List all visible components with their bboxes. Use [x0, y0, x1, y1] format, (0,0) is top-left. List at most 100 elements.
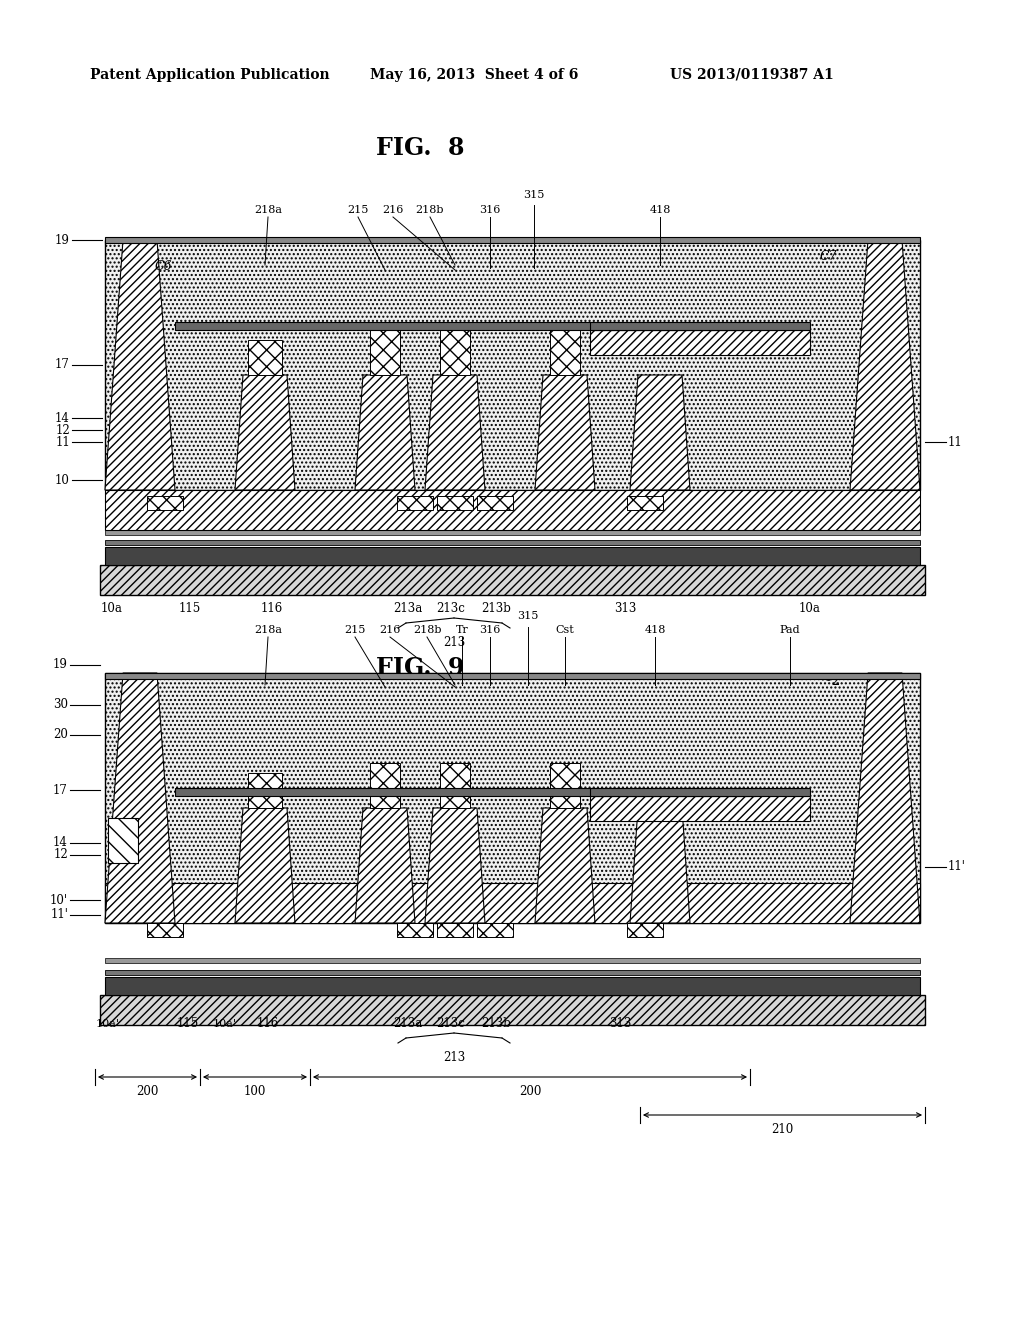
Bar — [105, 490, 920, 531]
Text: 17: 17 — [55, 359, 70, 371]
Polygon shape — [850, 673, 920, 923]
Polygon shape — [630, 375, 690, 490]
Polygon shape — [425, 375, 485, 490]
Bar — [437, 923, 473, 937]
Bar — [443, 323, 467, 330]
Text: 213: 213 — [442, 1051, 465, 1064]
Text: 213c: 213c — [436, 1016, 466, 1030]
Text: 14: 14 — [53, 837, 68, 850]
Polygon shape — [105, 240, 175, 490]
Bar — [627, 923, 663, 937]
Bar — [550, 330, 580, 375]
Text: 11: 11 — [55, 436, 70, 449]
Bar — [553, 323, 577, 330]
Text: 213a: 213a — [393, 1016, 423, 1030]
Bar — [105, 238, 920, 243]
Text: 30: 30 — [53, 698, 68, 711]
Text: 10a': 10a' — [96, 1019, 120, 1030]
Text: 216: 216 — [382, 205, 403, 215]
Text: US 2013/0119387 A1: US 2013/0119387 A1 — [670, 69, 834, 82]
Bar — [550, 763, 580, 808]
Polygon shape — [105, 673, 175, 923]
Text: 213b: 213b — [481, 1016, 511, 1030]
Text: 213c: 213c — [436, 602, 466, 615]
Text: 10a: 10a — [101, 602, 123, 615]
Polygon shape — [234, 808, 295, 923]
Text: 116: 116 — [257, 1016, 280, 1030]
Text: FIG.  8: FIG. 8 — [376, 136, 464, 160]
Bar — [373, 323, 397, 330]
Text: May 16, 2013  Sheet 4 of 6: May 16, 2013 Sheet 4 of 6 — [370, 69, 579, 82]
Bar — [248, 341, 282, 375]
Text: 11': 11' — [948, 861, 966, 874]
Text: 200: 200 — [136, 1085, 159, 1098]
Bar — [397, 923, 433, 937]
Text: 213a: 213a — [393, 602, 423, 615]
Polygon shape — [355, 375, 415, 490]
Text: 315: 315 — [517, 611, 539, 620]
Bar — [108, 818, 138, 863]
Bar — [105, 540, 920, 545]
Bar — [397, 496, 433, 510]
Bar — [248, 774, 282, 808]
Bar — [175, 788, 755, 796]
Bar — [477, 923, 513, 937]
Polygon shape — [535, 375, 595, 490]
Text: 12: 12 — [53, 849, 68, 862]
Text: 19: 19 — [53, 659, 68, 672]
Text: 313: 313 — [613, 602, 636, 615]
Bar — [105, 673, 920, 678]
Bar — [175, 322, 755, 330]
Bar — [105, 240, 920, 490]
Text: 218b: 218b — [416, 205, 444, 215]
Bar — [590, 322, 810, 330]
Text: 315: 315 — [523, 190, 545, 201]
Text: 213b: 213b — [481, 602, 511, 615]
Bar — [590, 788, 810, 796]
Text: 17: 17 — [53, 784, 68, 796]
Text: 316: 316 — [479, 205, 501, 215]
Text: C7: C7 — [820, 249, 838, 263]
Text: 316: 316 — [479, 624, 501, 635]
Text: Tr: Tr — [456, 624, 468, 635]
Bar — [105, 883, 920, 923]
Polygon shape — [234, 375, 295, 490]
Text: ~2: ~2 — [820, 675, 841, 688]
Text: FIG.  9: FIG. 9 — [376, 656, 464, 680]
Text: 218a: 218a — [254, 624, 282, 635]
Text: Patent Application Publication: Patent Application Publication — [90, 69, 330, 82]
Text: 115: 115 — [177, 1016, 199, 1030]
Text: 100: 100 — [244, 1085, 266, 1098]
Bar — [440, 330, 470, 375]
Bar — [100, 565, 925, 595]
Text: 215: 215 — [347, 205, 369, 215]
Bar — [443, 788, 467, 795]
Text: 313: 313 — [609, 1016, 631, 1030]
Text: 210: 210 — [771, 1123, 794, 1137]
Text: 10': 10' — [50, 894, 68, 907]
Text: 10a: 10a — [799, 602, 821, 615]
Bar — [627, 496, 663, 510]
Text: Cst: Cst — [556, 624, 574, 635]
Text: 12: 12 — [55, 424, 70, 437]
Bar — [440, 763, 470, 808]
Bar — [105, 531, 920, 535]
Text: 14: 14 — [55, 412, 70, 425]
Bar — [370, 763, 400, 808]
Polygon shape — [630, 808, 690, 923]
Text: Pad: Pad — [779, 624, 801, 635]
Text: 10: 10 — [55, 474, 70, 487]
Bar — [147, 923, 183, 937]
Bar — [477, 496, 513, 510]
Bar — [147, 496, 183, 510]
Text: 20: 20 — [53, 729, 68, 742]
Text: 218a: 218a — [254, 205, 282, 215]
Text: 115: 115 — [179, 602, 201, 615]
Text: 213: 213 — [442, 636, 465, 649]
Bar — [105, 673, 920, 923]
Bar — [590, 330, 810, 355]
Text: 200: 200 — [519, 1085, 542, 1098]
Text: 10a': 10a' — [213, 1019, 237, 1030]
Text: C6: C6 — [155, 260, 173, 273]
Polygon shape — [535, 808, 595, 923]
